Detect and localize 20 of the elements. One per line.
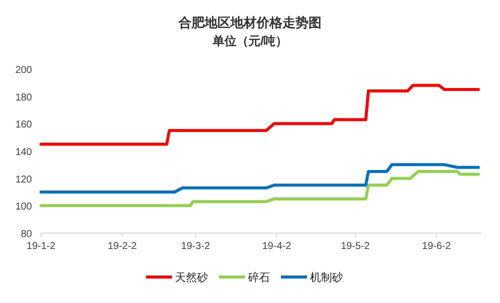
y-tick-label: 100 — [15, 202, 32, 213]
y-tick-label: 140 — [15, 147, 32, 158]
x-tick-label: 19-4-2 — [262, 241, 292, 252]
legend-label: 天然砂 — [175, 271, 208, 284]
y-tick-label: 80 — [20, 229, 32, 240]
chart-title: 合肥地区地材价格走势图 — [178, 15, 322, 30]
y-tick-label: 160 — [15, 120, 32, 131]
line-series — [40, 163, 480, 194]
x-tick-label: 19-1-2 — [26, 241, 56, 252]
legend-label: 碎石 — [247, 271, 270, 284]
y-tick-label: 180 — [15, 92, 32, 104]
x-tick-label: 19-6-2 — [422, 241, 452, 252]
legend-label: 机制砂 — [310, 271, 343, 284]
line-series — [40, 84, 480, 146]
x-tick-label: 19-5-2 — [340, 241, 370, 252]
y-tick-label: 200 — [15, 65, 32, 76]
x-tick-label: 19-3-2 — [181, 241, 210, 252]
y-tick-label: 120 — [15, 174, 32, 186]
chart-subtitle: 单位（元/吨） — [211, 34, 288, 48]
x-tick-label: 19-2-2 — [108, 241, 138, 252]
